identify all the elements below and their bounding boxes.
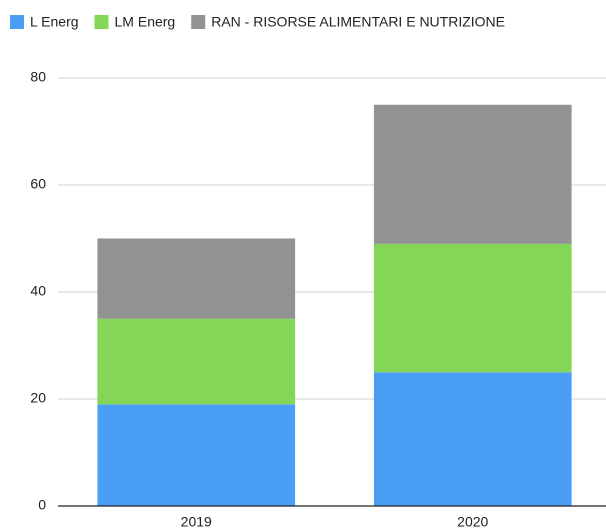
legend-swatch <box>191 15 206 29</box>
bar-segment <box>97 404 296 506</box>
bar-segment <box>97 238 296 319</box>
y-tick-label: 60 <box>30 176 46 192</box>
bar-segment <box>373 372 572 506</box>
y-tick-label: 20 <box>30 390 46 406</box>
bar-segment <box>97 318 296 405</box>
y-tick-label: 80 <box>30 69 46 85</box>
legend-label: RAN - RISORSE ALIMENTARI E NUTRIZIONE <box>211 14 505 30</box>
bar-segment <box>373 104 572 244</box>
legend-label: L Energ <box>30 14 79 30</box>
x-tick-label: 2019 <box>181 514 212 530</box>
x-tick-label: 2020 <box>457 514 488 530</box>
legend-swatch <box>10 15 24 29</box>
legend-swatch <box>94 15 109 29</box>
y-tick-label: 0 <box>38 497 46 513</box>
bar-segment <box>373 243 572 373</box>
legend-label: LM Energ <box>115 14 176 30</box>
y-tick-label: 40 <box>30 283 46 299</box>
